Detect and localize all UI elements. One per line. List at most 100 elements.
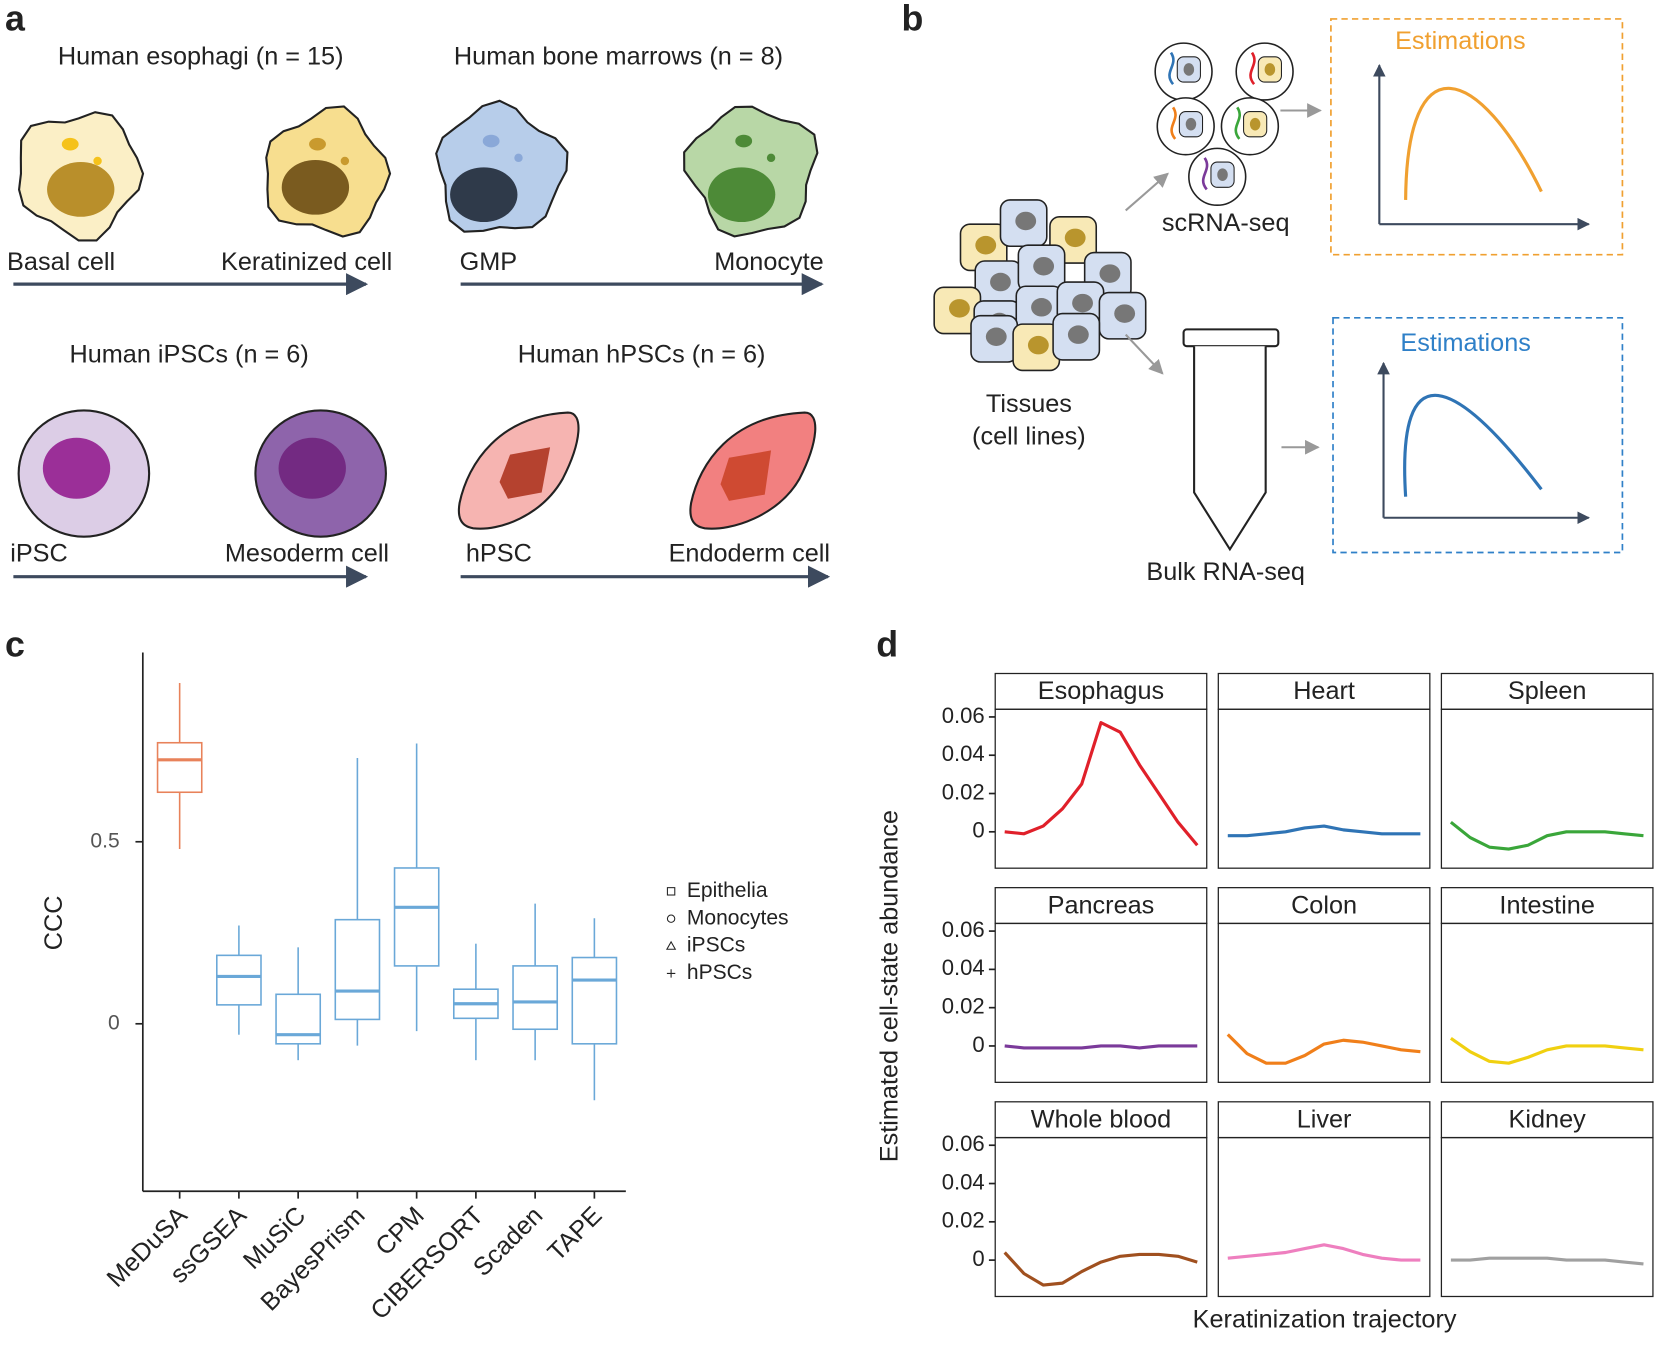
tissue-illustration <box>933 42 1294 492</box>
y-tick-label: 0.04 <box>942 955 985 980</box>
y-tick-label: 0.02 <box>942 779 985 804</box>
trajectory-line <box>1004 721 1199 847</box>
tissue-nucleus <box>1031 298 1052 317</box>
sc-nucleus <box>1264 63 1276 76</box>
panel-frame <box>994 922 1208 1083</box>
y-axis-label: CCC <box>40 896 68 951</box>
trajectory-arrows <box>13 273 831 588</box>
estimation-box <box>1330 18 1624 256</box>
estimation-title: Estimations <box>1400 329 1531 357</box>
box <box>512 965 559 1031</box>
estimation-box <box>1332 316 1624 554</box>
group-title: Human esophagi (n = 15) <box>58 43 344 71</box>
tissue-nucleus <box>990 272 1011 292</box>
sc-transcript <box>1201 157 1209 191</box>
y-tick-label: 0 <box>972 818 984 843</box>
tissue-nucleus <box>1027 335 1049 355</box>
cell-nucleus <box>450 167 518 223</box>
tissue-nucleus <box>1067 325 1089 344</box>
cell-label: Monocyte <box>714 248 823 276</box>
cell-granule <box>735 134 753 148</box>
legend-label: Monocytes <box>687 906 789 929</box>
strip-label: Whole blood <box>1031 1105 1171 1133</box>
panel-letter: d <box>876 625 898 665</box>
sc-nucleus <box>1183 63 1195 76</box>
sketch-curve <box>1403 393 1543 497</box>
tissue-nucleus <box>1072 293 1093 313</box>
sc-transcript <box>1249 51 1256 86</box>
strip <box>1440 887 1654 925</box>
legend-label: hPSCs <box>687 961 752 984</box>
sc-transcript <box>1170 106 1177 140</box>
strip <box>1440 672 1654 710</box>
tissue-nucleus <box>1064 228 1086 248</box>
cell-label: iPSC <box>10 539 68 567</box>
box <box>216 954 262 1006</box>
cell-nucleus <box>707 167 776 223</box>
y-tick-label: 0 <box>972 1032 984 1057</box>
tissue-label: (cell lines) <box>972 422 1086 450</box>
cell-granule <box>766 153 776 163</box>
cell-nucleus <box>47 162 115 217</box>
trajectory-line <box>1226 1033 1421 1065</box>
x-tick-label: TAPE <box>542 1201 607 1266</box>
y-tick-label: 0.5 <box>90 829 119 852</box>
trajectory-line <box>1003 1251 1198 1287</box>
flow-arrows <box>1124 103 1322 455</box>
box <box>393 867 440 967</box>
tissue-nucleus <box>1033 256 1055 276</box>
panel-frame <box>1217 1136 1431 1298</box>
box <box>156 741 203 794</box>
panel-letter: a <box>5 0 26 39</box>
y-tick-label: 0.02 <box>942 1208 985 1233</box>
strip-label: Kidney <box>1509 1105 1587 1133</box>
y-tick-label: 0.04 <box>942 741 985 766</box>
estimation-title: Estimations <box>1395 27 1526 55</box>
box <box>334 918 381 1021</box>
tissue-nucleus <box>1099 264 1121 283</box>
cell-granule <box>514 153 523 163</box>
y-tick-label: 0.06 <box>942 1131 985 1156</box>
box <box>571 956 618 1045</box>
cell-nucleus <box>281 159 350 215</box>
panel-letter: b <box>902 0 924 39</box>
method-label: scRNA-seq <box>1162 209 1290 237</box>
trajectory-line <box>1450 1256 1644 1266</box>
panel-frame <box>1217 922 1431 1083</box>
sketch-curve <box>1404 86 1543 200</box>
cell-label: Mesoderm cell <box>225 539 389 567</box>
cell-label: Keratinized cell <box>221 248 392 276</box>
y-tick-label: 0.06 <box>942 703 985 728</box>
group-title: Human iPSCs (n = 6) <box>69 340 308 368</box>
strip <box>994 672 1208 710</box>
legend-marker <box>665 940 677 950</box>
panel-frame <box>1440 1136 1654 1298</box>
y-tick-label: 0.02 <box>942 993 985 1018</box>
method-label: Bulk RNA-seq <box>1146 558 1305 586</box>
y-tick-label: 0 <box>972 1246 984 1271</box>
strip-label: Heart <box>1293 677 1355 705</box>
strip <box>1217 887 1431 925</box>
cell-granule <box>482 134 500 148</box>
tissue-label: Tissues <box>986 390 1072 418</box>
facet-chart: Esophagus 0 0.02 0.04 0.06 Heart Spleen Pancrea… <box>876 672 1654 1333</box>
panel-frame <box>994 708 1208 869</box>
trajectory-line <box>1004 1044 1198 1050</box>
y-axis-label: Estimated cell-state abundance <box>876 810 904 1162</box>
tissue-nucleus <box>1015 211 1037 231</box>
cell-label: GMP <box>460 248 518 276</box>
cell-granule <box>93 156 102 166</box>
group-title: Human hPSCs (n = 6) <box>518 340 766 368</box>
y-tick-label: 0.06 <box>942 917 985 942</box>
cell-granule <box>340 156 350 166</box>
strip <box>1440 1101 1654 1139</box>
strip <box>1217 1101 1431 1139</box>
strip-label: Intestine <box>1499 891 1594 919</box>
sc-transcript <box>1168 51 1175 86</box>
trajectory-line <box>1449 820 1644 851</box>
x-axis-label: Keratinization trajectory <box>1193 1305 1457 1333</box>
bulk-tube <box>1182 328 1280 552</box>
